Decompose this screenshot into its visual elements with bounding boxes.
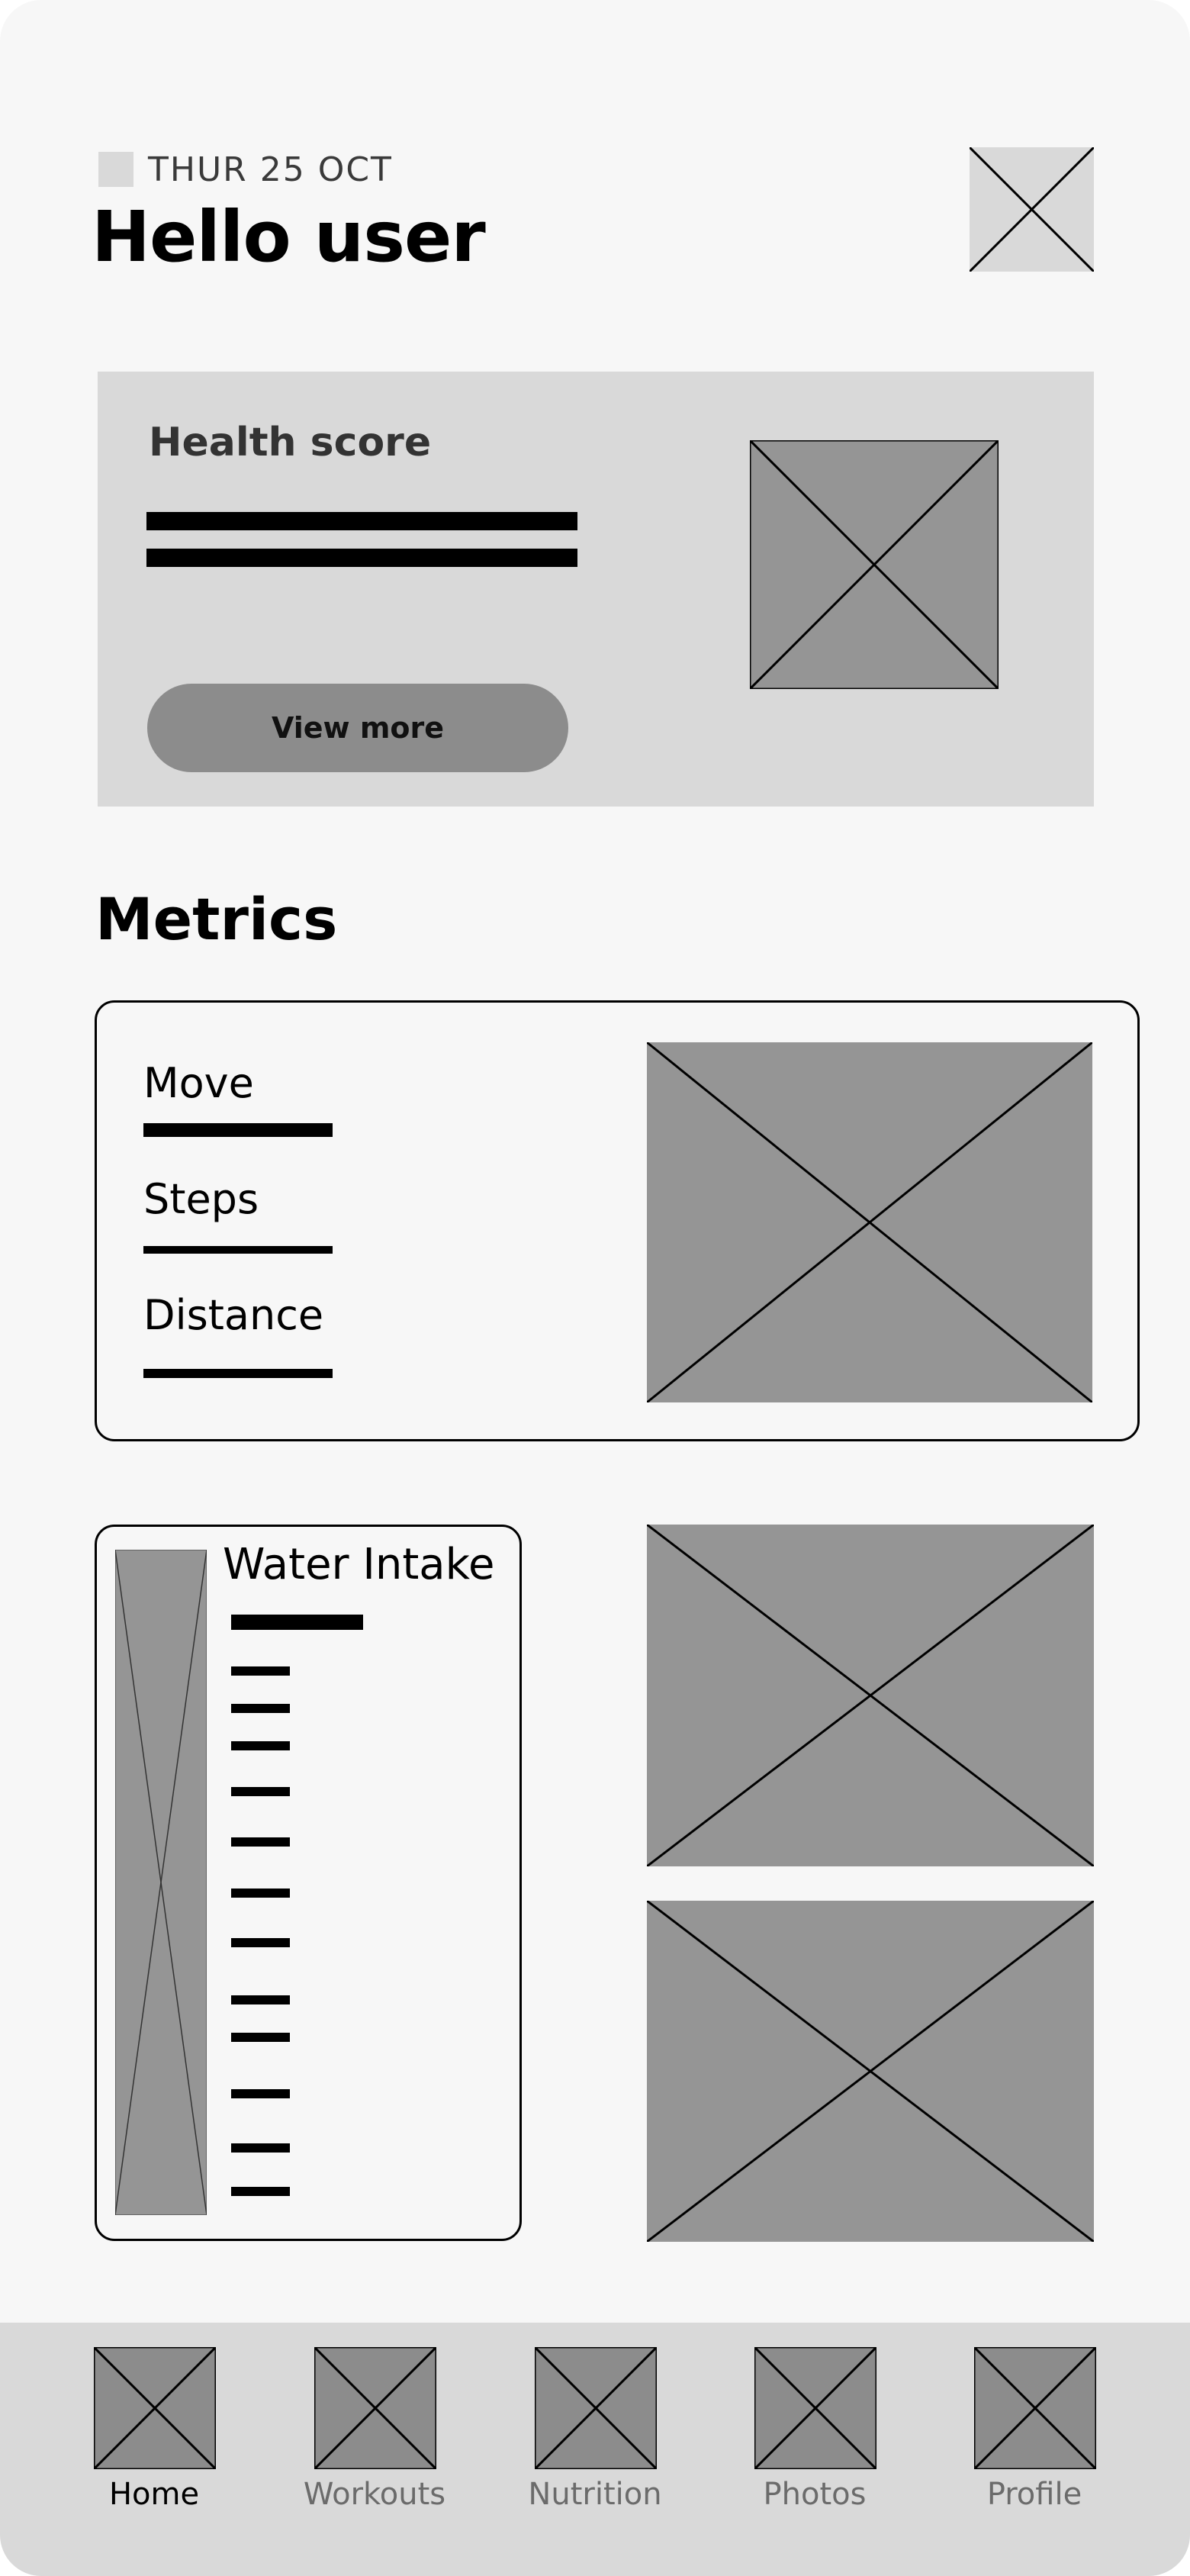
water-scale-tick <box>231 2143 290 2153</box>
metric-steps-bar <box>143 1246 333 1254</box>
tab-workouts[interactable]: Workouts <box>298 2347 451 2515</box>
metric-tile-image-icon[interactable] <box>647 1901 1094 2242</box>
water-scale-tick <box>231 2187 290 2196</box>
water-scale-tick <box>231 1666 290 1676</box>
water-scale-tick <box>231 1787 290 1796</box>
health-score-text-line <box>146 512 577 530</box>
tab-photos[interactable]: Photos <box>738 2347 891 2515</box>
tab-workouts-label: Workouts <box>303 2477 446 2512</box>
health-score-image-icon <box>750 440 999 689</box>
water-scale-major-tick <box>231 1615 363 1630</box>
metric-distance-bar <box>143 1369 333 1378</box>
water-scale-tick <box>231 1889 290 1898</box>
home-icon <box>94 2347 216 2469</box>
avatar-icon[interactable] <box>970 147 1094 272</box>
water-scale-tick <box>231 1938 290 1947</box>
metric-steps-label: Steps <box>143 1175 259 1223</box>
water-scale-tick <box>231 1837 290 1847</box>
workouts-icon <box>314 2347 436 2469</box>
tab-home[interactable]: Home <box>78 2347 230 2515</box>
water-level-image-icon <box>115 1550 207 2215</box>
water-intake-title: Water Intake <box>223 1540 495 1589</box>
water-scale-tick <box>231 1704 290 1713</box>
metric-distance-label: Distance <box>143 1291 324 1339</box>
metric-move-label: Move <box>143 1059 254 1107</box>
metric-tile-image-icon[interactable] <box>647 1525 1094 1866</box>
calendar-icon <box>98 152 133 187</box>
tab-home-label: Home <box>108 2477 200 2512</box>
tab-nutrition[interactable]: Nutrition <box>519 2347 671 2515</box>
page-title: Hello user <box>92 196 486 278</box>
metrics-heading: Metrics <box>95 885 338 953</box>
tab-photos-label: Photos <box>763 2477 867 2512</box>
tab-profile[interactable]: Profile <box>958 2347 1111 2515</box>
metrics-chart-image-icon <box>647 1042 1092 1402</box>
tab-profile-label: Profile <box>986 2477 1082 2512</box>
water-scale-tick <box>231 2089 290 2098</box>
date-label: THUR 25 OCT <box>148 150 393 189</box>
water-scale-tick <box>231 2033 290 2042</box>
water-scale-tick <box>231 1995 290 2004</box>
health-score-title: Health score <box>149 420 432 465</box>
photos-icon <box>754 2347 876 2469</box>
view-more-button[interactable]: View more <box>147 684 568 772</box>
tab-nutrition-label: Nutrition <box>528 2477 662 2512</box>
nutrition-icon <box>535 2347 657 2469</box>
health-score-text-line <box>146 549 577 567</box>
profile-icon <box>974 2347 1096 2469</box>
metric-move-bar <box>143 1123 333 1137</box>
water-scale-tick <box>231 1741 290 1750</box>
